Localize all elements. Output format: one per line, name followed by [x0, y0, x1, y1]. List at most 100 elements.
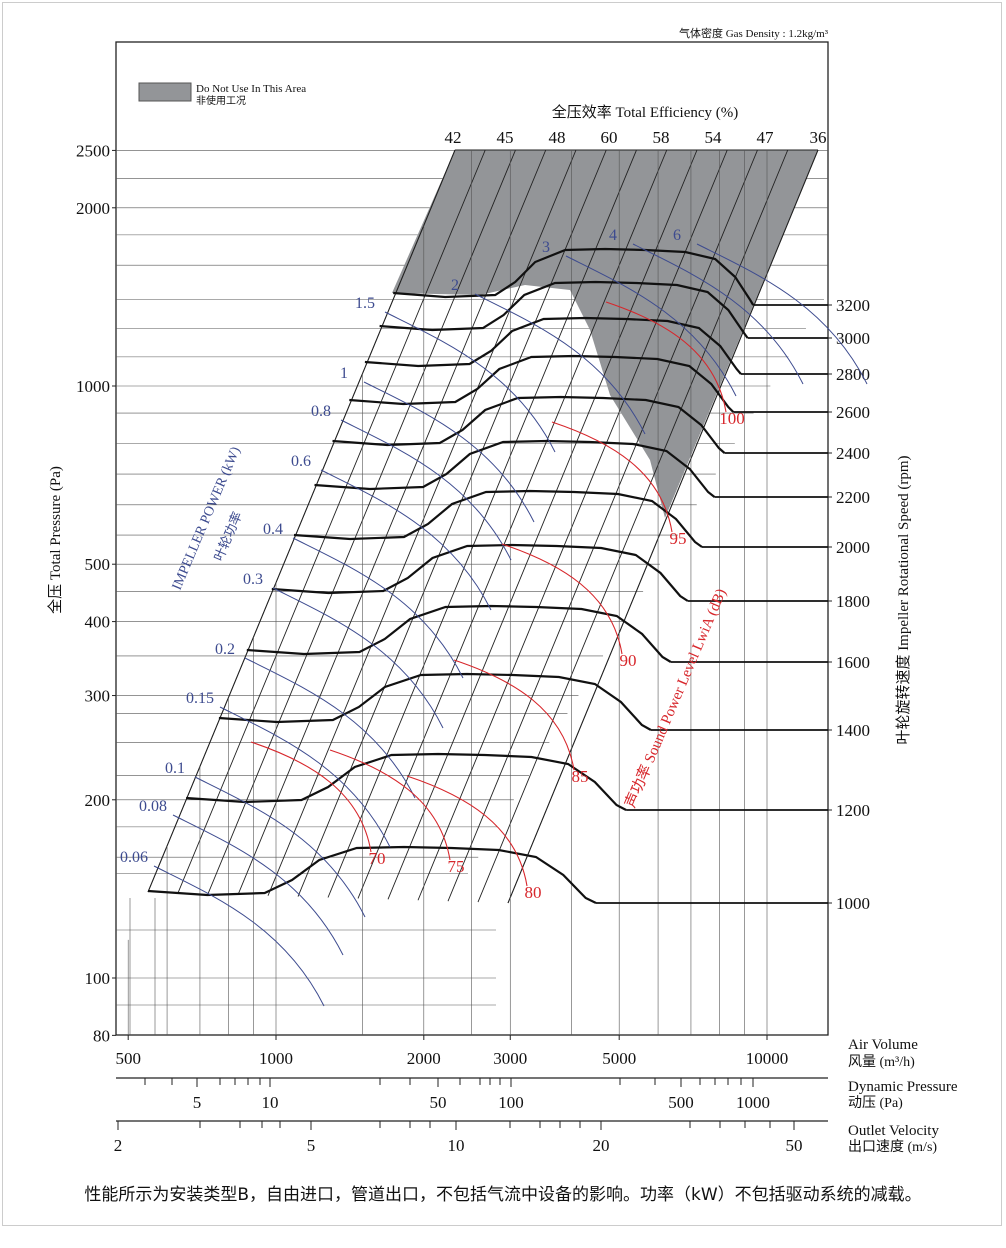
speed-curve	[218, 672, 652, 731]
speed-curve	[293, 489, 703, 548]
power-curve	[272, 587, 444, 729]
sound-value-label: 100	[719, 409, 745, 428]
y-tick-label: 300	[85, 687, 111, 706]
chart-caption: 性能所示为安装类型B，自由进口，管道出口，不包括气流中设备的影响。功率（kW）不…	[84, 1185, 922, 1205]
legend-swatch	[138, 82, 192, 102]
efficiency-diagonal-line	[327, 149, 637, 898]
dynamic-pressure-tick-label: 50	[430, 1093, 447, 1112]
dynamic-pressure-label: Dynamic Pressure	[848, 1079, 958, 1095]
x-axis-label-cn: 风量 (m³/h)	[848, 1054, 915, 1070]
power-curve	[320, 469, 492, 611]
x-tick-label: 5000	[602, 1049, 636, 1068]
speed-axis-label: 叶轮旋转速度 Impeller Rotational Speed (rpm)	[895, 455, 912, 744]
efficiency-diagonal-line	[267, 149, 577, 896]
efficiency-diagonal-line	[417, 149, 728, 901]
x-tick-label: 10000	[746, 1049, 789, 1068]
y-tick-label: 1000	[76, 377, 110, 396]
speed-rpm-label: 1200	[836, 801, 870, 820]
efficiency-diagonal-line	[357, 149, 668, 899]
velocity-tick-label: 5	[307, 1136, 316, 1155]
y-tick-label: 80	[93, 1026, 110, 1045]
power-curve	[153, 865, 325, 1007]
speed-curve	[332, 395, 726, 454]
x-axis-label: Air Volume	[848, 1037, 918, 1053]
efficiency-diagonal-line	[477, 149, 789, 903]
sound-axis-label: 声功率 Sound Power Level LwiA (dB)	[621, 586, 730, 810]
speed-rpm-label: 2800	[836, 365, 870, 384]
power-value-label: 0.06	[120, 849, 148, 866]
power-value-label: 1	[340, 365, 348, 382]
y-tick-label: 500	[85, 555, 111, 574]
velocity-label-cn: 出口速度 (m/s)	[848, 1139, 937, 1155]
dynamic-pressure-tick-label: 5	[193, 1093, 202, 1112]
speed-curve	[271, 543, 689, 602]
sound-curve	[453, 659, 575, 771]
sound-value-label: 75	[448, 857, 465, 876]
efficiency-value-label: 48	[549, 128, 566, 147]
x-tick-label: 2000	[407, 1049, 441, 1068]
efficiency-diagonal-line	[207, 149, 516, 895]
power-curve	[384, 311, 556, 453]
speed-rpm-label: 2000	[836, 538, 870, 557]
band-right-edge	[507, 149, 819, 904]
y-tick-label: 400	[85, 613, 111, 632]
velocity-tick-label: 50	[786, 1136, 803, 1155]
do-not-use-region	[392, 150, 818, 518]
sound-curve	[250, 741, 372, 853]
power-curve	[474, 293, 646, 435]
power-curve	[565, 255, 737, 397]
power-curve	[219, 706, 391, 848]
sound-curve	[329, 749, 451, 861]
speed-curve	[246, 604, 672, 663]
speed-curve	[349, 354, 735, 413]
speed-rpm-label: 2400	[836, 444, 870, 463]
power-curve	[244, 657, 416, 799]
sound-curve	[605, 301, 727, 413]
power-curve	[172, 814, 344, 956]
power-curve	[696, 243, 868, 385]
power-curve	[292, 537, 464, 679]
power-value-label: 0.8	[311, 403, 331, 420]
efficiency-value-label: 58	[653, 128, 670, 147]
velocity-tick-label: 10	[448, 1136, 465, 1155]
power-value-label: 0.4	[263, 521, 283, 538]
sound-value-label: 70	[369, 849, 386, 868]
y-tick-label: 2500	[76, 141, 110, 160]
legend-label: Do Not Use In This Area	[196, 83, 306, 95]
power-value-label: 6	[673, 227, 681, 244]
speed-curve	[314, 439, 716, 498]
sound-value-label: 90	[620, 651, 637, 670]
power-value-label: 2	[451, 277, 459, 294]
speed-rpm-label: 1800	[836, 592, 870, 611]
velocity-label: Outlet Velocity	[848, 1123, 939, 1139]
speed-rpm-label: 1400	[836, 721, 870, 740]
dynamic-pressure-tick-label: 10	[262, 1093, 279, 1112]
speed-curve	[186, 752, 627, 811]
efficiency-value-label: 45	[497, 128, 514, 147]
speed-rpm-label: 3200	[836, 296, 870, 315]
power-curve	[340, 419, 512, 561]
power-value-label: 4	[609, 227, 617, 244]
power-value-label: 0.3	[243, 571, 263, 588]
sound-curve	[406, 775, 528, 887]
speed-rpm-label: 1000	[836, 894, 870, 913]
sound-curve	[501, 543, 623, 655]
power-value-label: 1.5	[355, 295, 375, 312]
velocity-tick-label: 2	[114, 1136, 123, 1155]
power-value-label: 0.2	[215, 641, 235, 658]
speed-curve	[147, 845, 597, 904]
power-curve	[363, 381, 535, 523]
band-left-edge	[147, 149, 456, 893]
power-value-label: 0.15	[186, 690, 214, 707]
y-axis-label: 全压 Total Pressure (Pa)	[46, 466, 64, 614]
power-value-label: 0.08	[139, 798, 167, 815]
efficiency-diagonal-line	[387, 149, 698, 900]
efficiency-diagonal-line	[177, 149, 486, 894]
efficiency-value-label: 36	[810, 128, 827, 147]
efficiency-value-label: 42	[445, 128, 462, 147]
dynamic-pressure-tick-label: 500	[668, 1093, 694, 1112]
speed-curve	[364, 316, 742, 375]
speed-rpm-label: 2600	[836, 403, 870, 422]
